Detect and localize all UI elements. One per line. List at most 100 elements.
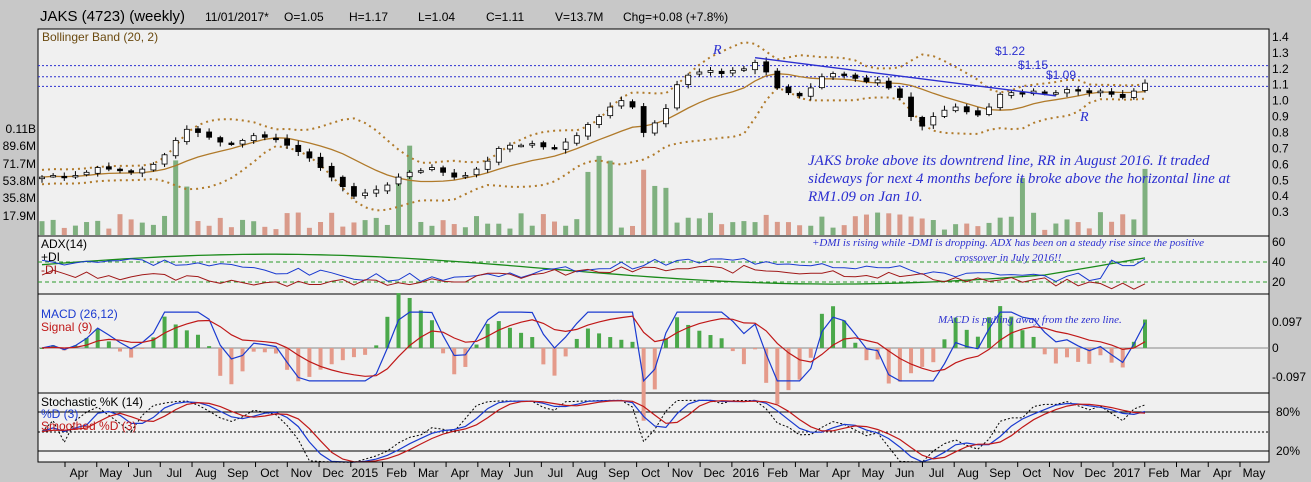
- volume-bar: [351, 222, 357, 235]
- volume-bar: [228, 227, 234, 235]
- macd-histogram-bar: [351, 348, 356, 358]
- adx-tick-label: 20: [1272, 275, 1286, 289]
- volume-bar: [173, 160, 179, 235]
- macd-histogram-bar: [229, 348, 234, 385]
- volume-tick-label: 53.8M: [3, 174, 36, 188]
- x-axis-label: May: [1243, 466, 1266, 480]
- candle-body: [618, 100, 625, 107]
- adx-tick-label: 60: [1272, 235, 1286, 249]
- stoch-tick-label: 80%: [1276, 405, 1300, 419]
- volume-bar: [1142, 168, 1148, 235]
- macd-histogram-bar: [463, 348, 468, 367]
- stoch-d-line: [41, 399, 1146, 463]
- candle-body: [852, 74, 859, 79]
- volume-bar: [1109, 221, 1115, 235]
- macd-histogram-bar: [318, 348, 323, 370]
- price-line-label-1: $1.22: [995, 44, 1025, 58]
- candle-body: [195, 128, 201, 133]
- volume-bar: [763, 214, 769, 235]
- macd-histogram-bar: [1031, 336, 1036, 348]
- macd-histogram-bar: [597, 333, 602, 348]
- volume-tick-label: 0.11B: [6, 122, 36, 136]
- macd-histogram-bar: [106, 341, 111, 348]
- volume-bar: [407, 145, 413, 235]
- x-axis-label: 2016: [733, 466, 760, 480]
- volume-bar: [1097, 212, 1103, 235]
- minus-di-line: [41, 264, 1146, 290]
- macd-histogram-bar: [117, 348, 122, 352]
- header-open: O=1.05: [284, 10, 324, 24]
- x-axis-label: 2015: [351, 466, 378, 480]
- candle-body: [707, 70, 714, 73]
- price-annotation-box: JAKS broke above its downtrend line, RR …: [808, 153, 1230, 205]
- candle-body: [417, 170, 424, 173]
- candle-body: [841, 73, 848, 76]
- macd-histogram-bar: [418, 310, 423, 348]
- macd-histogram-bar: [95, 328, 100, 348]
- macd-histogram-bar: [296, 348, 301, 382]
- volume-bar: [150, 224, 156, 235]
- volume-bar: [552, 221, 558, 235]
- x-axis-label: Mar: [1180, 466, 1201, 480]
- candle-body: [663, 108, 669, 125]
- volume-bar: [774, 221, 780, 235]
- candle-body: [250, 135, 257, 142]
- candle-body: [796, 92, 803, 97]
- candle-body: [863, 77, 870, 82]
- candle-body: [774, 70, 781, 89]
- macd-histogram-bar: [429, 320, 434, 348]
- macd-histogram-bar: [797, 348, 802, 380]
- macd-histogram-bar: [630, 341, 635, 348]
- volume-bar: [819, 216, 825, 235]
- bollinger-upper-band: [41, 41, 1146, 171]
- volume-bar: [841, 225, 847, 235]
- x-axis-label: Feb: [1148, 466, 1169, 480]
- macd-histogram-bar: [585, 328, 590, 348]
- resistance-marker-r2: R: [1079, 110, 1089, 125]
- macd-histogram-bar: [831, 306, 836, 348]
- macd-histogram-bar: [775, 348, 780, 405]
- volume-bar: [886, 213, 892, 235]
- macd-histogram-bar: [385, 316, 390, 348]
- volume-bar: [941, 229, 947, 235]
- volume-bar: [1120, 214, 1126, 235]
- price-tick-label: 1.4: [1272, 30, 1289, 44]
- bollinger-lower-band: [41, 86, 1146, 212]
- volume-bar: [730, 222, 736, 235]
- candle-body: [908, 96, 914, 117]
- candle-body: [718, 70, 725, 74]
- volume-bar: [674, 222, 680, 235]
- volume-bar: [50, 219, 56, 235]
- candle-body: [139, 168, 146, 174]
- adx-tick-label: 40: [1272, 255, 1286, 269]
- volume-bar: [986, 222, 992, 235]
- volume-bar: [997, 217, 1003, 235]
- macd-histogram-bar: [909, 348, 914, 374]
- volume-bar: [485, 223, 491, 235]
- macd-histogram-bar: [842, 320, 847, 348]
- candle-body: [351, 186, 357, 197]
- macd-histogram-bar: [173, 324, 178, 348]
- volume-bar: [429, 225, 435, 235]
- macd-histogram-bar: [741, 348, 746, 365]
- candle-body: [1064, 89, 1070, 94]
- macd-histogram-bar: [886, 348, 891, 384]
- candle-body: [128, 170, 135, 173]
- volume-bar: [240, 219, 246, 235]
- x-axis-label: Feb: [767, 466, 788, 480]
- volume-bar: [618, 227, 624, 235]
- macd-histogram-bar: [140, 348, 145, 349]
- macd-histogram-bar: [262, 348, 267, 353]
- volume-bar: [273, 229, 279, 235]
- candle-body: [183, 128, 190, 143]
- candle-body: [306, 151, 313, 159]
- stoch-panel: [37, 392, 1270, 463]
- macd-histogram-bar: [942, 339, 947, 348]
- price-tick-label: 0.9: [1272, 110, 1289, 124]
- header-volume: V=13.7M: [555, 10, 603, 24]
- volume-bar: [830, 227, 836, 235]
- volume-bar: [340, 226, 346, 235]
- volume-tick-label: 17.9M: [3, 209, 36, 223]
- x-axis-label: Sep: [989, 466, 1011, 480]
- candle-body: [462, 175, 469, 178]
